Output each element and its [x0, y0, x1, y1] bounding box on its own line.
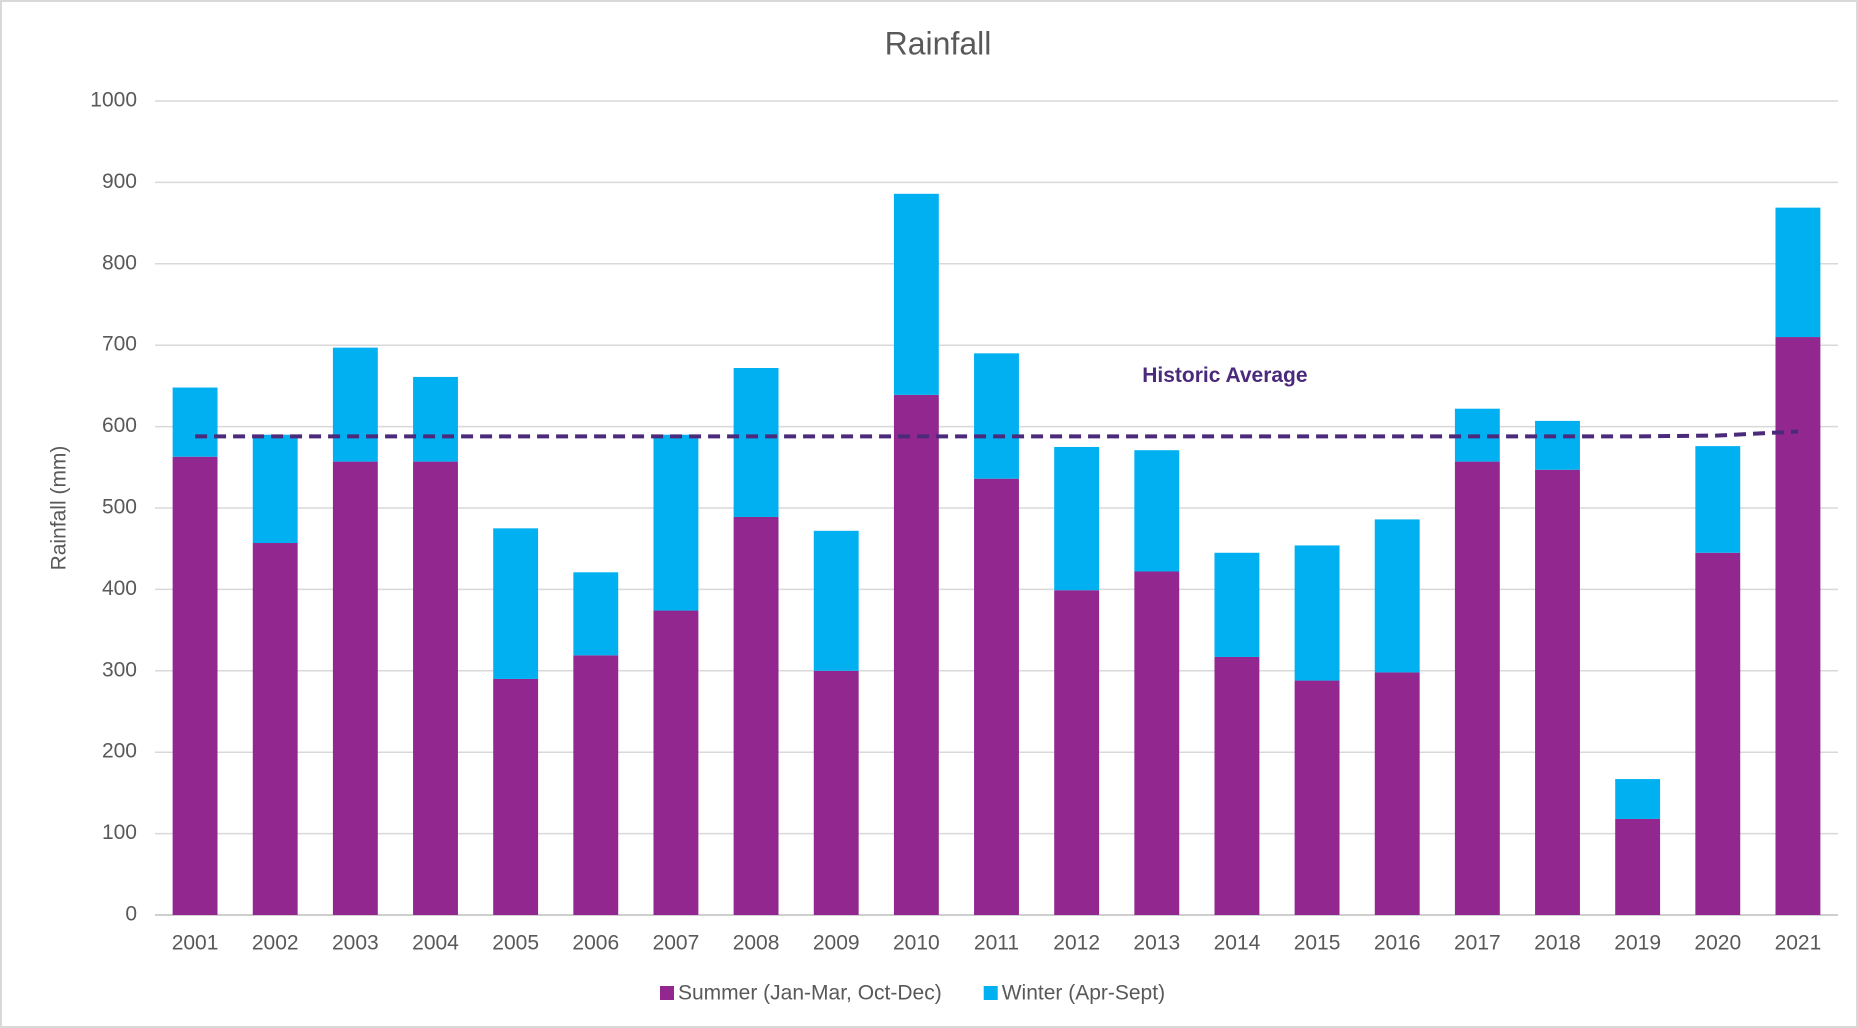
x-tick-label: 2021 — [1775, 932, 1822, 955]
x-tick-label: 2006 — [572, 932, 619, 955]
bar-segment — [733, 367, 779, 517]
y-tick-label: 400 — [102, 577, 137, 600]
y-tick-label: 0 — [125, 903, 137, 926]
bar-segment — [653, 434, 699, 611]
y-axis-label: Rainfall (mm) — [48, 446, 71, 571]
bar-segment — [893, 193, 939, 395]
bar-segment — [893, 394, 939, 915]
bar-segment — [1695, 552, 1741, 915]
bar-segment — [1454, 461, 1500, 915]
bar-segment — [413, 461, 458, 915]
bar-segment — [1615, 779, 1661, 819]
bar-segment — [252, 434, 298, 544]
bar-segment — [332, 461, 378, 915]
x-tick-label: 2015 — [1294, 932, 1341, 955]
bar-segment — [1775, 337, 1821, 915]
average-line — [195, 429, 1799, 439]
bar-segment — [332, 347, 378, 462]
bar-segment — [1294, 545, 1340, 681]
bar-segment — [813, 670, 859, 915]
y-tick-label: 600 — [102, 414, 137, 437]
bar-segment — [573, 572, 619, 656]
y-tick-label: 900 — [102, 170, 137, 193]
legend-swatch — [660, 986, 674, 1000]
bar-segment — [813, 530, 859, 671]
x-tick-label: 2002 — [252, 932, 299, 955]
bar-segment — [252, 543, 298, 915]
bar-segment — [1535, 469, 1580, 915]
bar-segment — [493, 678, 539, 915]
bar-segment — [1374, 672, 1420, 915]
bar-segment — [1535, 420, 1580, 470]
bar-segment — [1775, 207, 1821, 338]
bar-segment — [493, 528, 539, 679]
x-tick-label: 2005 — [492, 932, 539, 955]
y-tick-label: 200 — [102, 740, 137, 763]
x-tick-label: 2003 — [332, 932, 379, 955]
bar-segment — [1214, 656, 1260, 915]
legend-label: Summer (Jan-Mar, Oct-Dec) — [678, 982, 942, 1005]
y-tick-label: 700 — [102, 333, 137, 356]
y-tick-label: 1000 — [90, 89, 137, 112]
x-tick-label: 2014 — [1214, 932, 1261, 955]
bar-segment — [1294, 680, 1340, 915]
bar-segment — [1615, 818, 1661, 915]
bar-segment — [1214, 552, 1260, 657]
bar-segment — [573, 655, 619, 915]
bar-segment — [1134, 571, 1180, 915]
y-tick-label: 500 — [102, 496, 137, 519]
chart-title: Rainfall — [885, 25, 992, 61]
x-tick-label: 2008 — [733, 932, 780, 955]
x-tick-label: 2010 — [893, 932, 940, 955]
bar-segment — [1054, 590, 1100, 915]
x-tick-label: 2009 — [813, 932, 860, 955]
x-tick-label: 2001 — [172, 932, 219, 955]
x-tick-label: 2020 — [1694, 932, 1741, 955]
legend-swatch — [983, 986, 998, 1000]
bar-segment — [653, 610, 699, 915]
y-tick-label: 800 — [102, 251, 137, 274]
bar-segment — [1374, 519, 1420, 673]
legend-label: Winter (Apr-Sept) — [1002, 982, 1165, 1005]
x-tick-label: 2012 — [1053, 932, 1100, 955]
x-tick-label: 2007 — [653, 932, 700, 955]
bar-segment — [1134, 450, 1180, 572]
x-tick-label: 2017 — [1454, 932, 1501, 955]
line-annotation: Historic Average — [1142, 364, 1307, 387]
y-tick-label: 300 — [102, 658, 137, 681]
x-tick-label: 2013 — [1133, 932, 1180, 955]
bar-segment — [1695, 446, 1741, 553]
x-tick-label: 2004 — [412, 932, 459, 955]
bar-segment — [1054, 446, 1100, 591]
bar-segment — [172, 387, 218, 457]
x-tick-label: 2018 — [1534, 932, 1581, 955]
bar-segment — [172, 456, 218, 915]
x-tick-label: 2016 — [1374, 932, 1421, 955]
x-tick-label: 2011 — [974, 932, 1019, 955]
bar-segment — [974, 478, 1019, 915]
bar-segment — [733, 516, 779, 915]
bar-segment — [413, 376, 458, 462]
y-tick-label: 100 — [102, 821, 137, 844]
bar-segment — [974, 353, 1019, 479]
x-tick-label: 2019 — [1614, 932, 1661, 955]
